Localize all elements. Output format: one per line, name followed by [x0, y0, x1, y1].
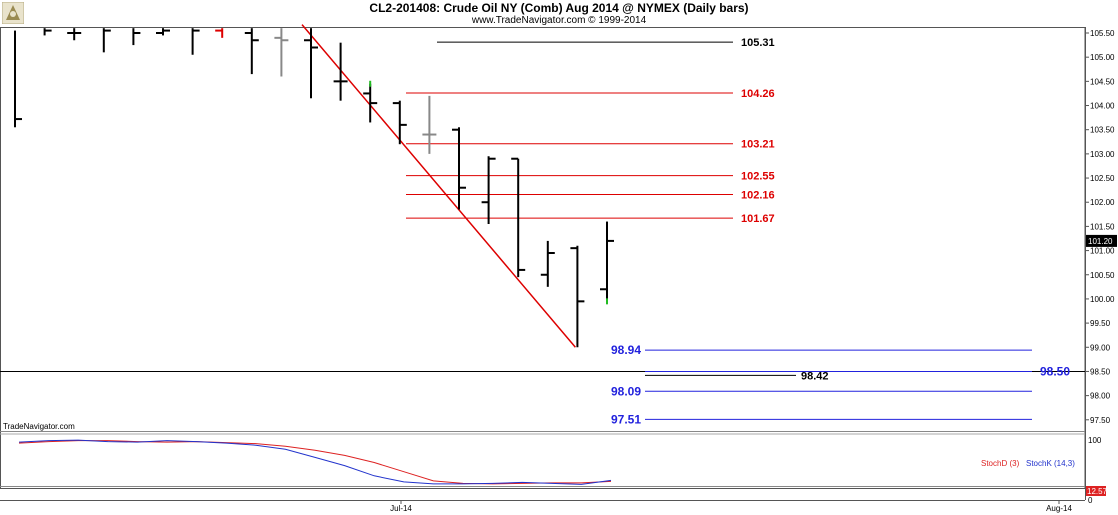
x-axis-tick-label: Jul-14 — [390, 504, 412, 513]
axis-tick-label: 99.50 — [1090, 319, 1111, 328]
stoch-axis-label: 0 — [1088, 496, 1093, 505]
axis-tick-label: 98.50 — [1090, 367, 1111, 376]
trendline[interactable] — [301, 24, 576, 348]
stochastic-panel: TradeNavigator.com StochD (3) StochK (14,3… — [0, 422, 1108, 505]
price-bars — [14, 28, 614, 348]
level-label: 98.50 — [1040, 364, 1070, 378]
axis-tick-label: 100.00 — [1090, 295, 1115, 304]
level-label: 98.94 — [611, 343, 641, 357]
last-price-badge — [1086, 234, 1117, 247]
level-label: 98.42 — [801, 370, 829, 382]
level-label: 102.55 — [741, 171, 775, 183]
price-axis: 105.50 105.00 104.50 104.00 103.50 103.00 102.… — [1085, 27, 1117, 500]
axis-tick-label: 101.50 — [1090, 222, 1115, 231]
level-label: 101.67 — [741, 213, 775, 225]
last-price-label: 101.20 — [1088, 237, 1113, 246]
level-label: 105.31 — [741, 37, 775, 49]
axis-tick-label: 103.50 — [1090, 126, 1115, 135]
level-label: 98.09 — [611, 384, 641, 398]
level-label: 97.51 — [611, 412, 641, 426]
axis-tick-label: 97.50 — [1090, 416, 1111, 425]
chart-title: CL2-201408: Crude Oil NY (Comb) Aug 2014… — [369, 1, 749, 15]
axis-tick-label: 104.50 — [1090, 77, 1115, 86]
axis-tick-label: 103.00 — [1090, 150, 1115, 159]
level-label: 102.16 — [741, 189, 775, 201]
fib-levels: 105.31 104.26 103.21 102.55 102.16 101.67 98.9… — [406, 37, 1070, 426]
axis-tick-label: 98.00 — [1090, 392, 1111, 401]
axis-tick-label: 102.50 — [1090, 174, 1115, 183]
stoch-axis-label: 100 — [1088, 436, 1102, 445]
axis-tick-label: 102.00 — [1090, 198, 1115, 207]
lower-watermark: TradeNavigator.com — [3, 422, 75, 431]
level-label: 104.26 — [741, 88, 775, 100]
stoch-line — [18, 440, 612, 485]
axis-tick-label: 105.50 — [1090, 29, 1115, 38]
trade-navigator-logo-icon — [2, 2, 24, 24]
level-label: 103.21 — [741, 139, 775, 151]
axis-tick-label: 101.00 — [1090, 247, 1115, 256]
date-axis: Jul-14 Aug-14 — [0, 500, 1085, 513]
stoch-value-label: 12.57 — [1087, 487, 1108, 496]
stoch-line — [18, 439, 612, 485]
trendline-segment — [301, 24, 576, 348]
legend-stochk: StochK (14,3) — [1026, 459, 1075, 468]
stoch-value-badge — [1086, 486, 1106, 496]
x-axis-tick-label: Aug-14 — [1046, 504, 1072, 513]
axis-tick-label: 100.50 — [1090, 271, 1115, 280]
axis-tick-label: 105.00 — [1090, 53, 1115, 62]
chart-subtitle: www.TradeNavigator.com © 1999-2014 — [471, 15, 647, 26]
legend-stochd: StochD (3) — [981, 459, 1020, 468]
axis-tick-label: 99.00 — [1090, 343, 1111, 352]
axis-tick-label: 104.00 — [1090, 102, 1115, 111]
